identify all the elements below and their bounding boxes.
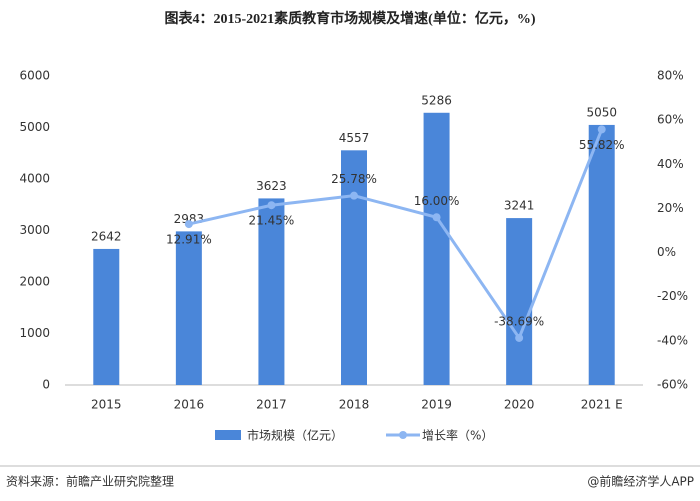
bar-value-label: 2642 xyxy=(91,229,122,243)
bar-value-label: 3241 xyxy=(504,199,535,213)
x-tick-label: 2019 xyxy=(421,398,452,412)
bar-value-label: 5050 xyxy=(586,105,617,119)
line-point xyxy=(597,125,606,134)
line-value-label: 21.45% xyxy=(249,214,295,228)
x-tick-label: 2018 xyxy=(339,398,370,412)
source: 资料来源：前瞻产业研究院整理 xyxy=(6,474,174,489)
bar xyxy=(588,124,615,386)
y2-tick-label: 40% xyxy=(657,157,684,171)
y2-tick-label: -60% xyxy=(657,378,688,392)
x-tick-label: 2015 xyxy=(91,398,122,412)
legend-swatch xyxy=(399,431,407,439)
line-value-label: -38.69% xyxy=(494,314,544,328)
legend-label: 增长率（%） xyxy=(422,428,493,443)
bar xyxy=(341,150,367,385)
y2-tick-label: 80% xyxy=(657,69,684,83)
x-tick-label: 2021 E xyxy=(581,398,623,412)
x-tick-label: 2016 xyxy=(174,398,205,412)
line-point xyxy=(350,191,358,200)
y-tick-label: 1000 xyxy=(19,326,50,340)
bar-value-label: 5286 xyxy=(421,93,452,107)
bar xyxy=(93,248,120,385)
bar-value-label: 4557 xyxy=(339,131,370,145)
bar xyxy=(506,218,533,385)
x-tick-label: 2020 xyxy=(504,398,535,412)
legend-swatch xyxy=(215,430,241,440)
y2-tick-label: 0% xyxy=(657,245,676,259)
y-tick-label: 2000 xyxy=(19,275,50,289)
line-value-label: 16.00% xyxy=(414,194,460,208)
bar xyxy=(175,231,202,385)
legend-label: 市场规模（亿元） xyxy=(247,428,343,443)
line-value-label: 25.78% xyxy=(331,172,377,186)
line-value-label: 12.91% xyxy=(166,233,212,247)
y-tick-label: 4000 xyxy=(19,172,50,186)
line-point xyxy=(184,220,193,229)
y-tick-label: 0 xyxy=(42,378,50,392)
bar-value-label: 3623 xyxy=(256,179,287,193)
line xyxy=(188,128,604,342)
y-tick-label: 5000 xyxy=(19,120,50,134)
y-tick-label: 3000 xyxy=(19,223,50,237)
chart-title: 图表4：2015-2021素质教育市场规模及增速(单位：亿元，%) xyxy=(165,10,536,27)
y2-tick-label: 20% xyxy=(657,201,684,215)
line-value-label: 55.82% xyxy=(579,138,625,152)
y-tick-label: 6000 xyxy=(19,69,50,83)
y2-tick-label: -20% xyxy=(657,289,688,303)
bar xyxy=(423,112,450,386)
line-point xyxy=(267,201,276,210)
line-point xyxy=(432,213,441,222)
x-tick-label: 2017 xyxy=(256,398,287,412)
y2-tick-label: 60% xyxy=(657,113,684,127)
line-point xyxy=(515,333,524,342)
y2-tick-label: -40% xyxy=(657,333,688,347)
bar xyxy=(258,198,285,385)
brand: @前瞻经济学人APP xyxy=(587,474,694,489)
